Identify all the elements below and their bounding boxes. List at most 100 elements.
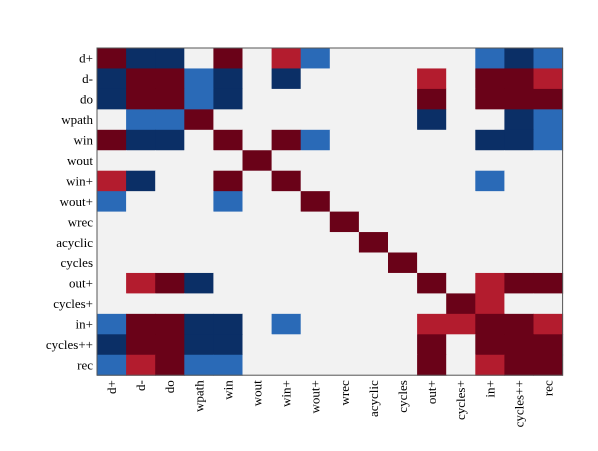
heatmap-cell [358,334,389,356]
heatmap-cell [155,48,185,69]
heatmap-cell [213,191,243,213]
column-label: in+ [482,380,497,397]
heatmap-cell [358,129,389,151]
heatmap-cell [446,252,476,274]
heatmap-cell [504,293,534,315]
heatmap-cell [126,232,156,253]
heatmap-cell [504,150,534,172]
heatmap-cell [388,88,418,110]
row-label: cycles++ [46,337,93,352]
heatmap-cell [97,252,127,274]
heatmap-cell [358,48,389,69]
plot-frame [96,47,564,376]
heatmap-cell [533,191,564,213]
heatmap-cell [242,68,273,90]
heatmap-cell [213,170,243,192]
heatmap-cell [388,313,418,335]
heatmap-cell [213,252,243,274]
heatmap-cell [300,293,331,315]
heatmap-cell [242,48,273,69]
column-label: cycles [395,380,410,412]
heatmap-cell [533,68,564,90]
row-label: rec [77,357,93,372]
heatmap-cell [242,354,273,376]
heatmap-cell [242,232,273,253]
column-labels: d+ d-do wpath win wout win+ wout+ wrec acyclic cy… [104,380,555,428]
heatmap-cell [155,109,185,131]
heatmap-cell [504,272,534,294]
heatmap-cell [533,293,564,315]
heatmap-cell [329,170,360,192]
heatmap-cell [417,272,447,294]
row-label: wout [67,153,93,168]
heatmap-cell [184,129,214,151]
heatmap-cell [300,88,331,110]
heatmap-cell [97,48,127,69]
heatmap-cell [417,150,447,172]
heatmap-cell [242,109,273,131]
heatmap-cell [184,170,214,192]
heatmap-cell [242,150,273,172]
heatmap-cell [358,293,389,315]
heatmap-cell [184,150,214,172]
heatmap-cell [126,354,156,376]
heatmap-cell [155,68,185,90]
heatmap-cell [358,150,389,172]
heatmap-cell [184,109,214,131]
heatmap-cell [504,170,534,192]
heatmap-cell [446,129,476,151]
heatmap-cell [184,272,214,294]
heatmap-cell [213,68,243,90]
row-label: wrec [68,214,93,229]
row-label: acyclic [56,235,93,250]
heatmap-cell [475,109,505,131]
heatmap-cell [213,313,243,335]
column-label: do [162,380,177,393]
column-label: acyclic [366,380,381,417]
heatmap-cell [97,129,127,151]
heatmap-cell [271,191,302,213]
heatmap-cell [97,354,127,376]
heatmap-cell [417,293,447,315]
heatmap-cell [126,150,156,172]
heatmap-cell [329,354,360,376]
heatmap-cell [504,88,534,110]
heatmap-cell [475,150,505,172]
column-label: cycles+ [453,380,468,420]
heatmap-cell [271,170,302,192]
heatmap-cell [271,313,302,335]
heatmap-cell [242,211,273,233]
heatmap-cell [300,272,331,294]
heatmap-cell [388,272,418,294]
heatmap-cell [533,232,564,253]
row-labels: d+ d-do wpath win wout win+ wout+ wrec acyclic cy… [46,51,94,373]
heatmap-cell [97,211,127,233]
heatmap-cell [329,293,360,315]
heatmap-cell [446,88,476,110]
heatmap-cells [97,48,564,376]
heatmap-cell [271,272,302,294]
heatmap-cell [388,232,418,253]
heatmap-cell [213,334,243,356]
heatmap-cell [388,211,418,233]
heatmap-cell [126,68,156,90]
heatmap-cell [300,232,331,253]
heatmap-cell [242,129,273,151]
heatmap-cell [126,88,156,110]
heatmap-cell [388,68,418,90]
heatmap-cell [184,354,214,376]
heatmap-cell [329,334,360,356]
heatmap-cell [533,170,564,192]
heatmap-cell [300,129,331,151]
row-label: d+ [79,51,93,66]
row-label: do [80,92,93,107]
heatmap-cell [358,232,389,253]
heatmap-cell [155,170,185,192]
heatmap-cell [446,170,476,192]
heatmap-cell [213,272,243,294]
heatmap-cell [126,252,156,274]
heatmap-cell [475,272,505,294]
column-label: wrec [337,380,352,405]
heatmap-cell [417,191,447,213]
heatmap-cell [213,211,243,233]
